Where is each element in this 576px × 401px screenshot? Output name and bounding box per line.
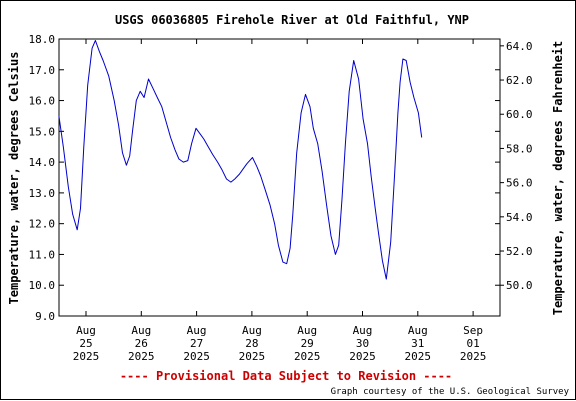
chart-title: USGS 06036805 Firehole River at Old Fait… bbox=[115, 13, 469, 27]
x-tick-label-day: 30 bbox=[356, 337, 369, 350]
credit-note: Graph courtesy of the U.S. Geological Su… bbox=[331, 387, 570, 397]
y-axis-label: Temperature, water, degrees Celsius bbox=[7, 52, 21, 305]
y-tick-label: 15.0 bbox=[29, 125, 56, 138]
series-line-0 bbox=[58, 40, 423, 280]
x-tick-label-day: 01 bbox=[466, 337, 479, 350]
y2-axis-label: Temperature, water, degrees Fahrenheit bbox=[551, 41, 565, 316]
y-tick-label: 11.0 bbox=[29, 248, 56, 261]
x-tick-label-day: 29 bbox=[301, 337, 314, 350]
x-tick-label-month: Sep bbox=[463, 324, 483, 337]
y-tick-label: 10.0 bbox=[29, 279, 56, 292]
x-tick-label-day: 26 bbox=[135, 337, 148, 350]
x-tick-label-month: Aug bbox=[242, 324, 262, 337]
x-tick-label-month: Aug bbox=[187, 324, 207, 337]
x-tick-label-year: 2025 bbox=[239, 350, 266, 363]
x-tick-label-year: 2025 bbox=[183, 350, 210, 363]
x-tick-label-month: Aug bbox=[76, 324, 96, 337]
y2-tick-label: 58.0 bbox=[506, 142, 533, 155]
x-tick-label-day: 25 bbox=[79, 337, 92, 350]
y-tick-label: 17.0 bbox=[29, 64, 56, 77]
y-tick-label: 16.0 bbox=[29, 95, 56, 108]
y2-tick-label: 52.0 bbox=[506, 245, 533, 258]
x-tick-label-month: Aug bbox=[408, 324, 428, 337]
x-tick-label-year: 2025 bbox=[405, 350, 432, 363]
x-tick-label-year: 2025 bbox=[349, 350, 376, 363]
x-tick-label-year: 2025 bbox=[294, 350, 321, 363]
y-tick-label: 13.0 bbox=[29, 187, 56, 200]
y2-tick-label: 62.0 bbox=[506, 74, 533, 87]
left-y-axis: 9.0 10.0 11.0 12.0 13.0 14.0 15.0 16.0 17.0 18.0 bbox=[29, 33, 500, 323]
y2-tick-label: 54.0 bbox=[506, 211, 533, 224]
y2-tick-label: 60.0 bbox=[506, 108, 533, 121]
right-y-axis: 50.0 52.0 54.0 56.0 58.0 60.0 62.0 64.0 bbox=[500, 40, 533, 292]
x-tick-label-day: 27 bbox=[190, 337, 203, 350]
x-tick-label-year: 2025 bbox=[460, 350, 487, 363]
y2-tick-label: 50.0 bbox=[506, 279, 533, 292]
y2-tick-label: 56.0 bbox=[506, 177, 533, 190]
y-tick-label: 9.0 bbox=[35, 310, 55, 323]
x-tick-label-year: 2025 bbox=[128, 350, 155, 363]
x-axis: Aug252025Aug262025Aug272025Aug282025Aug2… bbox=[73, 39, 487, 363]
plot-area bbox=[58, 38, 501, 317]
x-tick-label-month: Aug bbox=[131, 324, 151, 337]
x-tick-label-year: 2025 bbox=[73, 350, 100, 363]
y-tick-label: 12.0 bbox=[29, 218, 56, 231]
y2-tick-label: 64.0 bbox=[506, 40, 533, 53]
provisional-note: ---- Provisional Data Subject to Revisio… bbox=[120, 369, 452, 383]
series-layer bbox=[58, 40, 423, 280]
y-tick-label: 18.0 bbox=[29, 33, 56, 46]
x-tick-label-day: 31 bbox=[411, 337, 424, 350]
x-tick-label-month: Aug bbox=[353, 324, 373, 337]
x-tick-label-month: Aug bbox=[297, 324, 317, 337]
y-tick-label: 14.0 bbox=[29, 156, 56, 169]
x-tick-label-day: 28 bbox=[245, 337, 258, 350]
